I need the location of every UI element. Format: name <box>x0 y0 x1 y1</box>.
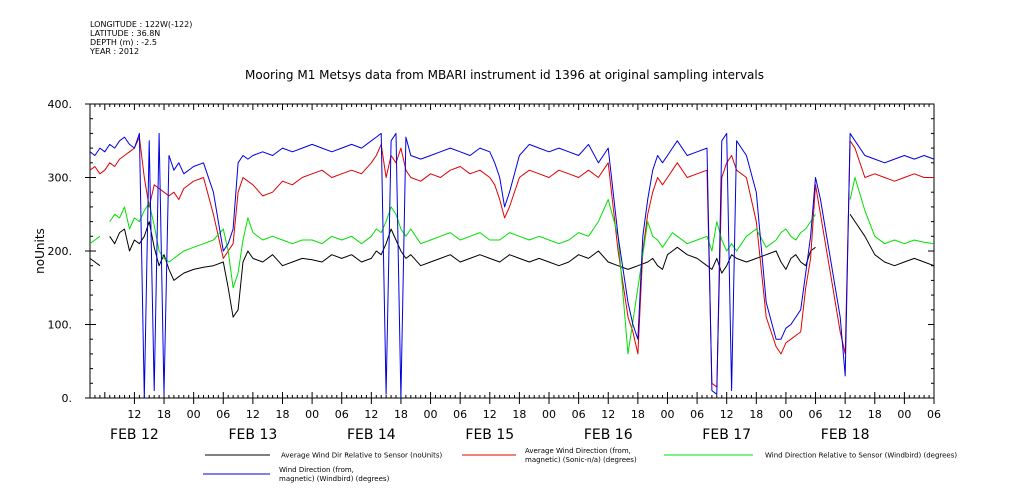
latitude-text: LATITUDE : 36.8N <box>90 29 161 38</box>
year-text: YEAR : 2012 <box>90 47 140 56</box>
axis-labels: 12 18 00 06 12 18 00 06 12 18 00 06 12 18 00 06 12 18 00 06… <box>48 98 942 443</box>
longitude-text: LONGITUDE : 122W(-122) <box>90 20 193 29</box>
metadata-block: LONGITUDE : 122W(-122) LATITUDE : 36.8N … <box>90 20 192 56</box>
x-day-label: FEB 18 <box>821 427 870 443</box>
chart-title: Mooring M1 Metsys data from MBARI instru… <box>245 68 764 82</box>
series-line-4 <box>89 132 935 399</box>
y-axis-label: noUnits <box>33 228 47 274</box>
x-day-label: FEB 13 <box>228 427 277 443</box>
axis-ticks <box>85 103 935 404</box>
x-tick-label: 12 <box>838 408 852 421</box>
x-day-label: FEB 12 <box>110 427 159 443</box>
x-tick-label: 06 <box>453 408 467 421</box>
series-group <box>89 132 935 399</box>
x-tick-label: 06 <box>927 408 941 421</box>
x-tick-label: 06 <box>335 408 349 421</box>
series-line-3 <box>89 177 935 355</box>
x-tick-label: 06 <box>809 408 823 421</box>
legend-label-2: magnetic) (Sonic-n/a) (degrees) <box>525 456 637 464</box>
y-tick-label: 200. <box>48 245 73 258</box>
legend-label-4: magnetic) (Windbird) (degrees) <box>279 475 390 483</box>
x-tick-label: 12 <box>483 408 497 421</box>
x-tick-label: 12 <box>364 408 378 421</box>
legend-label-3: Wind Direction Relative to Sensor (Windb… <box>765 452 957 460</box>
y-tick-label: 100. <box>48 319 73 332</box>
x-tick-label: 12 <box>720 408 734 421</box>
legend-label-1: Average Wind Dir Relative to Sensor (noU… <box>281 452 442 460</box>
series-line-2 <box>89 136 934 388</box>
x-day-label: FEB 17 <box>702 427 751 443</box>
x-tick-label: 18 <box>631 408 645 421</box>
x-tick-label: 00 <box>660 408 674 421</box>
x-tick-label: 06 <box>572 408 586 421</box>
x-day-label: FEB 14 <box>347 427 396 443</box>
series-line-1 <box>89 214 935 318</box>
x-tick-label: 12 <box>246 408 260 421</box>
legend-label-4: Wind Direction (from, <box>279 466 354 474</box>
x-tick-label: 00 <box>187 408 201 421</box>
y-tick-label: 300. <box>48 172 73 185</box>
y-tick-label: 0. <box>62 392 73 405</box>
depth-text: DEPTH (m) : -2.5 <box>90 38 157 47</box>
x-tick-label: 00 <box>897 408 911 421</box>
x-tick-label: 00 <box>542 408 556 421</box>
x-tick-label: 06 <box>690 408 704 421</box>
legend-label-2: Average Wind Direction (from, <box>525 447 631 455</box>
y-tick-label: 400. <box>48 98 73 111</box>
x-day-label: FEB 15 <box>465 427 514 443</box>
x-tick-label: 18 <box>512 408 526 421</box>
x-tick-label: 18 <box>749 408 763 421</box>
x-day-label: FEB 16 <box>584 427 633 443</box>
x-tick-label: 18 <box>868 408 882 421</box>
x-tick-label: 12 <box>127 408 141 421</box>
x-tick-label: 18 <box>275 408 289 421</box>
x-tick-label: 18 <box>394 408 408 421</box>
x-tick-label: 00 <box>779 408 793 421</box>
x-tick-label: 06 <box>216 408 230 421</box>
x-tick-label: 00 <box>305 408 319 421</box>
legend: Average Wind Dir Relative to Sensor (noU… <box>203 447 957 483</box>
x-tick-label: 12 <box>601 408 615 421</box>
x-tick-label: 00 <box>424 408 438 421</box>
plot-frame <box>89 103 935 399</box>
x-tick-label: 18 <box>157 408 171 421</box>
